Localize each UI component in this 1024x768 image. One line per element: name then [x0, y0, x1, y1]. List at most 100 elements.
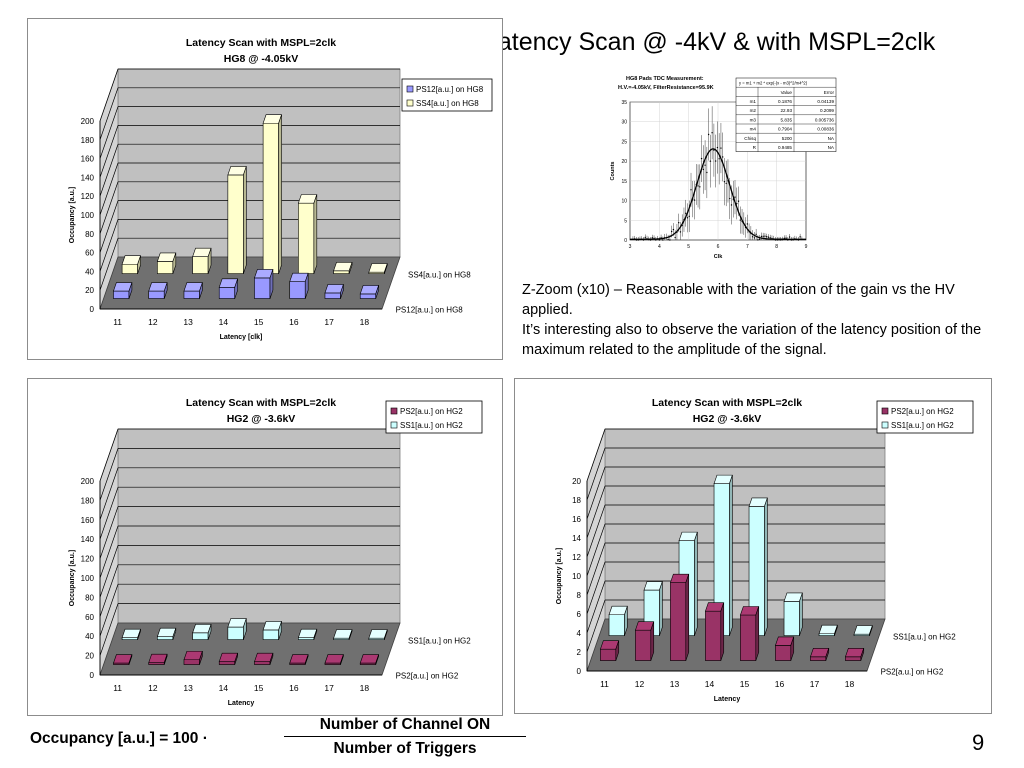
tdc-data-point [662, 239, 664, 241]
tdc-data-point [751, 236, 754, 238]
y-axis-title: Occupancy [a.u.] [556, 548, 563, 604]
chart-subtitle: HG2 @ -3.6kV [693, 413, 762, 425]
bar-front [333, 270, 350, 274]
tdc-data-point [714, 160, 717, 162]
legend-swatch [390, 421, 398, 429]
bar-side [234, 653, 238, 665]
chart-bar [774, 636, 795, 661]
grid-line-side [99, 125, 119, 178]
grid-line-side [99, 564, 119, 617]
tdc-data-point [693, 199, 696, 201]
bar-front [192, 632, 209, 640]
grid-line-side [99, 238, 119, 291]
x-tick-label: 12 [635, 679, 645, 689]
chart-bar [183, 650, 203, 665]
bar-side [659, 581, 663, 636]
x-tick-label: 16 [289, 317, 299, 327]
tdc-data-point [699, 186, 701, 188]
tdc-data-point [718, 158, 720, 160]
y-tick-label: 120 [81, 555, 95, 564]
grid-line-side [99, 603, 119, 656]
fit-table-cell: 0.2099 [820, 108, 834, 113]
x-tick-label: 13 [670, 679, 680, 689]
occupancy-formula: Occupancy [a.u.] = 100 · Number of Chann… [30, 716, 530, 762]
chart-svg: 0 20 40 60 80 100 120 140 160 180 200 11 12 13 14 15 16 1… [69, 37, 493, 341]
bar-side [163, 282, 168, 299]
chart-bar [262, 621, 282, 640]
fit-table-cell: m1 [750, 99, 757, 104]
bar-side [834, 625, 838, 636]
tdc-data-point [686, 217, 689, 219]
chart-bar [254, 269, 274, 299]
grid-line-side [99, 545, 119, 598]
tdc-data-point [685, 212, 687, 214]
grid-line-side [586, 428, 606, 482]
tdc-data-point [707, 133, 710, 136]
bar-side [790, 636, 795, 661]
tdc-data-point [769, 237, 771, 239]
tdc-svg: HG8 Pads TDC Measurement: H.V.=-4.05kV, F… [610, 76, 837, 260]
tdc-data-point [702, 168, 705, 171]
bar-side [384, 629, 388, 640]
series-row-label: PS2[a.u.] on HG2 [396, 672, 459, 681]
bar-side [375, 285, 379, 299]
grid-line-side [99, 467, 119, 520]
tdc-data-point [697, 185, 699, 187]
tdc-header-1: HG8 Pads TDC Measurement: [626, 76, 704, 82]
x-axis-title: Latency [228, 700, 255, 707]
chart-bar [156, 627, 177, 640]
tdc-y-tick: 35 [621, 100, 627, 106]
chart-bar [262, 114, 282, 274]
bar-side [234, 278, 238, 299]
bar-side [340, 654, 344, 665]
grid-line-side [99, 87, 119, 140]
tdc-data-point [674, 236, 676, 239]
chart-bar [853, 625, 873, 636]
fit-table-cell: R [753, 145, 757, 150]
legend-label: SS4[a.u.] on HG8 [416, 99, 479, 108]
chart-bar [192, 624, 212, 640]
fit-table-cell: NA [828, 145, 835, 150]
x-tick-label: 17 [324, 683, 334, 693]
y-tick-label: 16 [572, 515, 581, 524]
series-row-label: SS1[a.u.] on HG2 [893, 633, 956, 642]
y-tick-label: 8 [577, 591, 582, 600]
bar-side [304, 273, 309, 299]
grid-line-side [586, 542, 606, 596]
tdc-data-point [762, 235, 764, 238]
tdc-data-point [700, 157, 703, 160]
grid-line-side [586, 504, 606, 558]
tdc-x-title: Clk [714, 254, 724, 260]
x-tick-label: 18 [845, 679, 855, 689]
bar-side [313, 194, 318, 274]
fit-table-cell: m3 [750, 117, 757, 122]
tdc-data-point [734, 196, 736, 198]
y-tick-label: 80 [85, 593, 94, 602]
grid-line-side [586, 466, 606, 520]
chart-legend: PS2[a.u.] on HG2 SS1[a.u.] on HG2 [385, 400, 483, 434]
x-tick-label: 15 [254, 683, 264, 693]
y-tick-label: 12 [572, 553, 581, 562]
chart-bar [297, 194, 318, 274]
y-tick-label: 0 [90, 305, 95, 314]
formula-lhs: Occupancy [a.u.] = 100 · [30, 730, 208, 747]
bar-side [729, 475, 733, 636]
chart-title: Latency Scan with MSPL=2clk [186, 37, 336, 49]
bar-side [199, 651, 203, 665]
tdc-data-point [729, 197, 731, 200]
y-tick-label: 80 [85, 230, 94, 239]
bar-front [113, 290, 130, 299]
grid-line-side [99, 487, 119, 540]
fit-table-cell: 0.00836 [817, 127, 834, 132]
bar-front [705, 610, 722, 661]
bar-front [775, 645, 792, 661]
tdc-data-point [788, 236, 791, 238]
y-tick-label: 0 [90, 671, 95, 680]
y-tick-label: 180 [81, 496, 95, 505]
bar-side [128, 282, 133, 299]
grid-line-side [99, 448, 119, 501]
tdc-y-tick: 0 [624, 238, 627, 244]
chart-bar [218, 652, 239, 665]
tdc-y-tick: 5 [624, 218, 627, 224]
legend-label: PS2[a.u.] on HG2 [400, 407, 463, 416]
